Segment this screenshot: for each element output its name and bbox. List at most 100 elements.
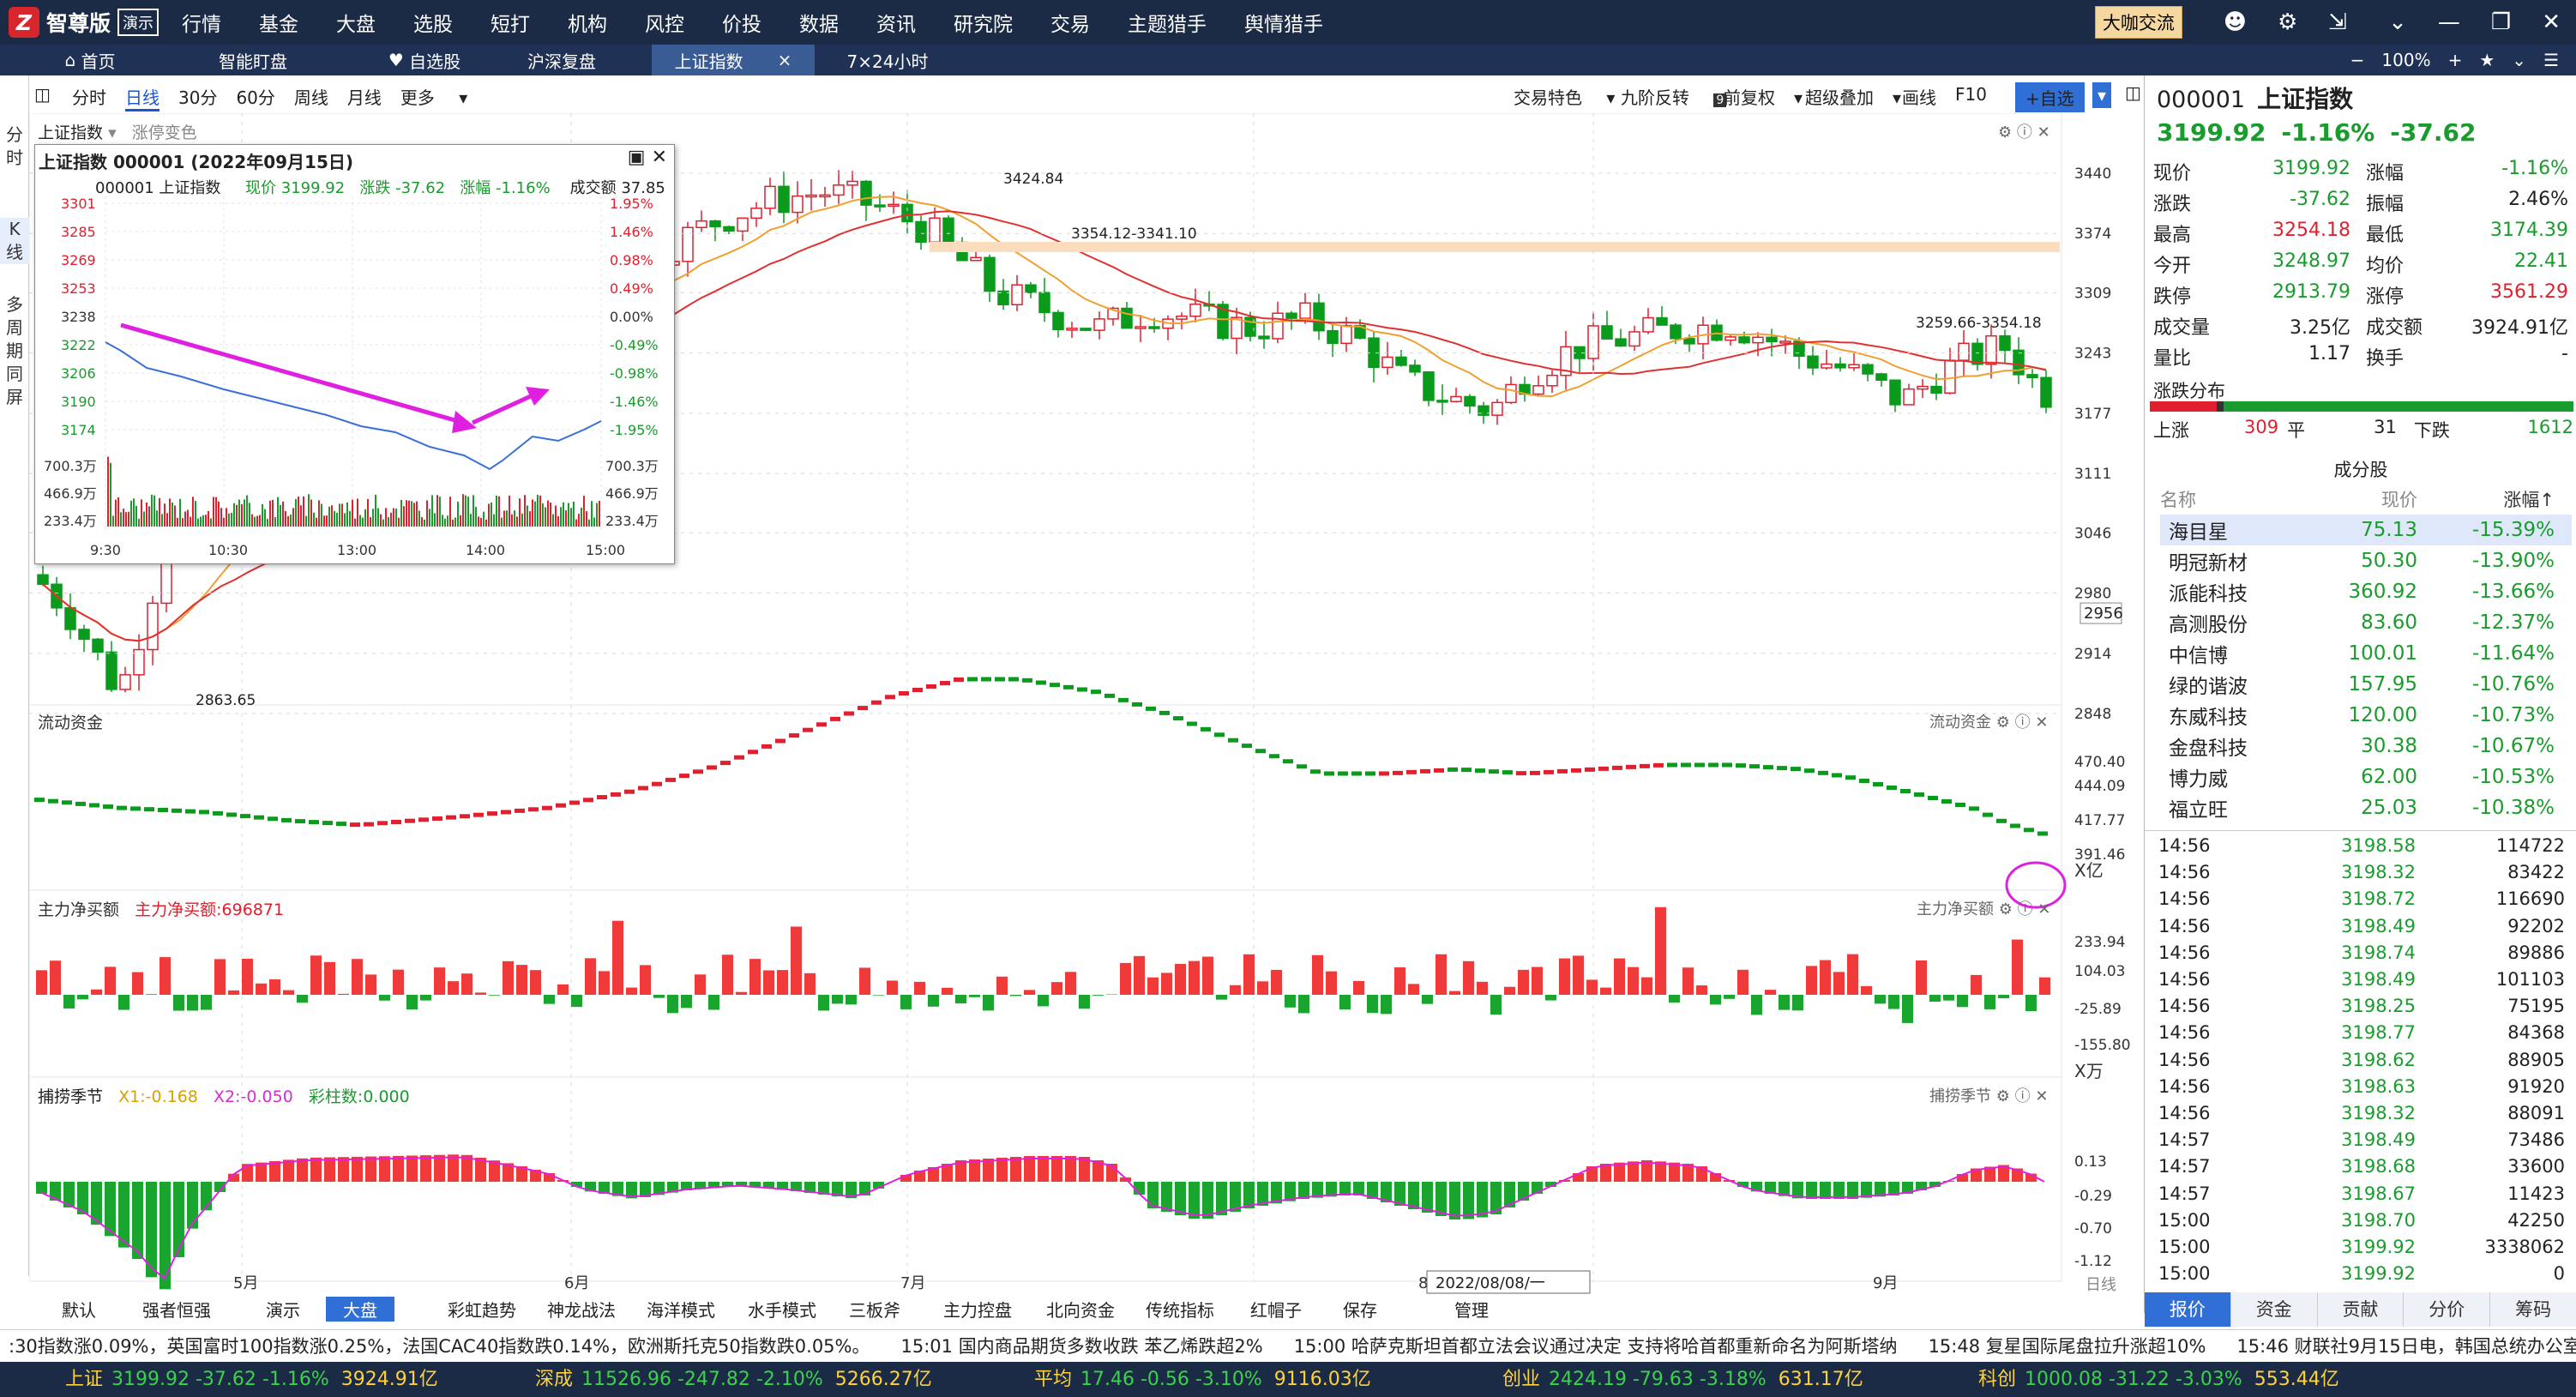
add-watchlist-dropdown-icon[interactable]: ▾: [2092, 82, 2112, 108]
user-icon[interactable]: ☻: [2223, 9, 2247, 35]
chart-settings-icon[interactable]: ⚙: [1998, 123, 2013, 142]
period-monthly[interactable]: 月线: [346, 87, 382, 108]
bottom-tab[interactable]: 红帽子: [1250, 1300, 1302, 1321]
news-item[interactable]: 15:01 国内商品期货多数收跌 苯乙烯跌超2%: [900, 1336, 1263, 1357]
bottom-tab[interactable]: 演示: [266, 1300, 300, 1321]
trade-feature-menu[interactable]: 交易特色 ▾: [1514, 87, 1616, 108]
bottom-tab[interactable]: 默认: [62, 1300, 96, 1321]
add-watchlist-button[interactable]: +自选: [2015, 82, 2085, 112]
comp-row[interactable]: 派能科技 360.92 -13.66%: [2160, 576, 2572, 607]
comp-head-name[interactable]: 名称: [2160, 490, 2196, 510]
zoom-in-button[interactable]: +: [2447, 50, 2463, 70]
tab-close-icon[interactable]: ×: [777, 50, 792, 70]
topnav-选股[interactable]: 选股: [413, 14, 453, 36]
zhuli-settings-icon[interactable]: ⚙: [1998, 900, 2013, 918]
topnav-研究院[interactable]: 研究院: [954, 14, 1013, 36]
period-30min[interactable]: 30分: [178, 87, 218, 108]
comp-row[interactable]: 博力威 62.00 -10.53%: [2160, 762, 2572, 792]
liudong-help-icon[interactable]: ⓘ: [2014, 714, 2031, 732]
comp-row[interactable]: 金盘科技 30.38 -10.67%: [2160, 731, 2572, 762]
liudong-settings-icon[interactable]: ⚙: [1995, 714, 2010, 732]
news-item[interactable]: :30指数涨0.09%，英国富时100指数涨0.25%，法国CAC40指数跌0.…: [9, 1336, 870, 1357]
label-dropdown-icon[interactable]: ▾: [108, 123, 117, 142]
bottom-tab[interactable]: 传统指标: [1146, 1300, 1214, 1321]
topnav-机构[interactable]: 机构: [568, 14, 607, 36]
fenshi-tab[interactable]: 分时: [0, 123, 29, 170]
restore-icon[interactable]: ❐: [2490, 9, 2512, 35]
comp-row[interactable]: 中信博 100.01 -11.64%: [2160, 638, 2572, 669]
news-item[interactable]: 15:00 哈萨克斯坦首都立法会议通过决定 支持将哈首都重新命名为阿斯塔纳: [1293, 1336, 1898, 1357]
quote-tab-2[interactable]: 贡献: [2318, 1292, 2404, 1327]
topnav-风控[interactable]: 风控: [645, 14, 684, 36]
period-more[interactable]: 更多 ▾: [400, 87, 468, 108]
topnav-基金[interactable]: 基金: [259, 14, 298, 36]
bottom-tab[interactable]: 海洋模式: [647, 1300, 715, 1321]
zhangting-label[interactable]: 涨停变色: [131, 123, 197, 142]
bottom-tab[interactable]: 大盘: [326, 1297, 394, 1322]
draw-line-button[interactable]: 画线: [1902, 87, 1936, 108]
intraday-popup[interactable]: 上证指数 000001 (2022年09月15日) ▣ ✕ 000001 上证指…: [34, 144, 675, 564]
tab-dropdown-icon[interactable]: ⌄: [2512, 50, 2527, 70]
bulao-settings-icon[interactable]: ⚙: [1995, 1087, 2010, 1105]
chart-help-icon[interactable]: ⓘ: [2016, 123, 2032, 142]
period-60min[interactable]: 60分: [236, 87, 275, 108]
period-daily[interactable]: 日线: [125, 84, 159, 111]
nine-reversal-menu[interactable]: 九阶反转 9: [1621, 84, 1745, 109]
tab-home[interactable]: ⌂ 首页: [34, 45, 146, 75]
zhuli-close-icon[interactable]: ✕: [2037, 900, 2051, 918]
comp-row[interactable]: 东威科技 120.00 -10.73%: [2160, 700, 2572, 731]
tab-watchlist[interactable]: ♥ 自选股: [360, 45, 489, 75]
comp-head-price[interactable]: 现价: [2381, 490, 2417, 510]
quote-tab-0[interactable]: 报价: [2145, 1292, 2231, 1327]
tab-review[interactable]: 沪深复盘: [506, 45, 617, 75]
topnav-资讯[interactable]: 资讯: [876, 14, 916, 36]
liudong-close-icon[interactable]: ✕: [2035, 714, 2049, 732]
popup-minimize-icon[interactable]: ▣: [627, 147, 646, 168]
settings-icon[interactable]: ⚙: [2277, 9, 2298, 35]
status-item[interactable]: 深成 11526.96 -247.82 -2.10% 5266.27亿: [535, 1362, 932, 1397]
dropdown-icon[interactable]: ⌄: [2388, 9, 2407, 35]
zoom-out-button[interactable]: −: [2350, 50, 2365, 70]
zhuli-help-icon[interactable]: ⓘ: [2017, 900, 2033, 918]
bottom-tab[interactable]: 保存: [1343, 1300, 1377, 1321]
status-item[interactable]: 上证 3199.92 -37.62 -1.16% 3924.91亿: [65, 1362, 438, 1397]
bulao-close-icon[interactable]: ✕: [2035, 1087, 2049, 1105]
comp-row[interactable]: 福立旺 25.03 -10.38%: [2160, 792, 2572, 823]
tab-smart-watch[interactable]: 智能盯盘: [189, 45, 317, 75]
demo-badge[interactable]: 演示: [117, 9, 159, 36]
popup-close-icon[interactable]: ✕: [651, 147, 667, 168]
comp-head-pct[interactable]: 涨幅↑: [2503, 490, 2555, 510]
status-item[interactable]: 科创 1000.08 -31.22 -3.03% 553.44亿: [1978, 1362, 2339, 1397]
dakashare-button[interactable]: 大咖交流: [2094, 6, 2182, 39]
bottom-tab[interactable]: 水手模式: [748, 1300, 816, 1321]
sidebar-toggle-icon[interactable]: ◫: [34, 84, 51, 105]
comp-row[interactable]: 绿的谐波 157.95 -10.76%: [2160, 669, 2572, 700]
topnav-价投[interactable]: 价投: [722, 14, 761, 36]
news-item[interactable]: 15:48 复星国际尾盘拉升涨超10%: [1928, 1336, 2206, 1357]
bottom-tab[interactable]: 主力控盘: [943, 1300, 1012, 1321]
tab-index[interactable]: 上证指数 ×: [652, 45, 815, 75]
bottom-tab[interactable]: 管理: [1454, 1300, 1489, 1321]
topnav-舆情猎手[interactable]: 舆情猎手: [1244, 14, 1323, 36]
quote-tab-4[interactable]: 筹码: [2490, 1292, 2576, 1327]
bottom-tab[interactable]: 三板斧: [849, 1300, 900, 1321]
quote-tab-1[interactable]: 资金: [2231, 1292, 2318, 1327]
minimize-icon[interactable]: —: [2437, 9, 2460, 35]
topnav-短打[interactable]: 短打: [491, 14, 530, 36]
bottom-tab[interactable]: 神龙战法: [547, 1300, 616, 1321]
topnav-主题猎手[interactable]: 主题猎手: [1128, 14, 1207, 36]
panel-toggle-icon[interactable]: ◫: [2125, 82, 2141, 103]
adjust-menu[interactable]: 前复权 ▾: [1724, 87, 1803, 108]
quote-tab-3[interactable]: 分价: [2404, 1292, 2491, 1327]
bulao-help-icon[interactable]: ⓘ: [2014, 1087, 2031, 1105]
topnav-行情[interactable]: 行情: [182, 14, 221, 36]
star-icon[interactable]: ★: [2479, 50, 2495, 70]
news-item[interactable]: 15:46 财联社9月15日电，韩国总统办公室：韩: [2236, 1336, 2576, 1357]
collapse-icon[interactable]: ⇲: [2328, 9, 2348, 35]
period-weekly[interactable]: 周线: [293, 87, 328, 108]
comp-row[interactable]: 高测股份 83.60 -12.37%: [2160, 607, 2572, 638]
comp-row[interactable]: 明冠新材 50.30 -13.90%: [2160, 545, 2572, 576]
multi-period-tab[interactable]: 多周期同屏: [0, 293, 29, 409]
close-icon[interactable]: ✕: [2542, 9, 2561, 35]
